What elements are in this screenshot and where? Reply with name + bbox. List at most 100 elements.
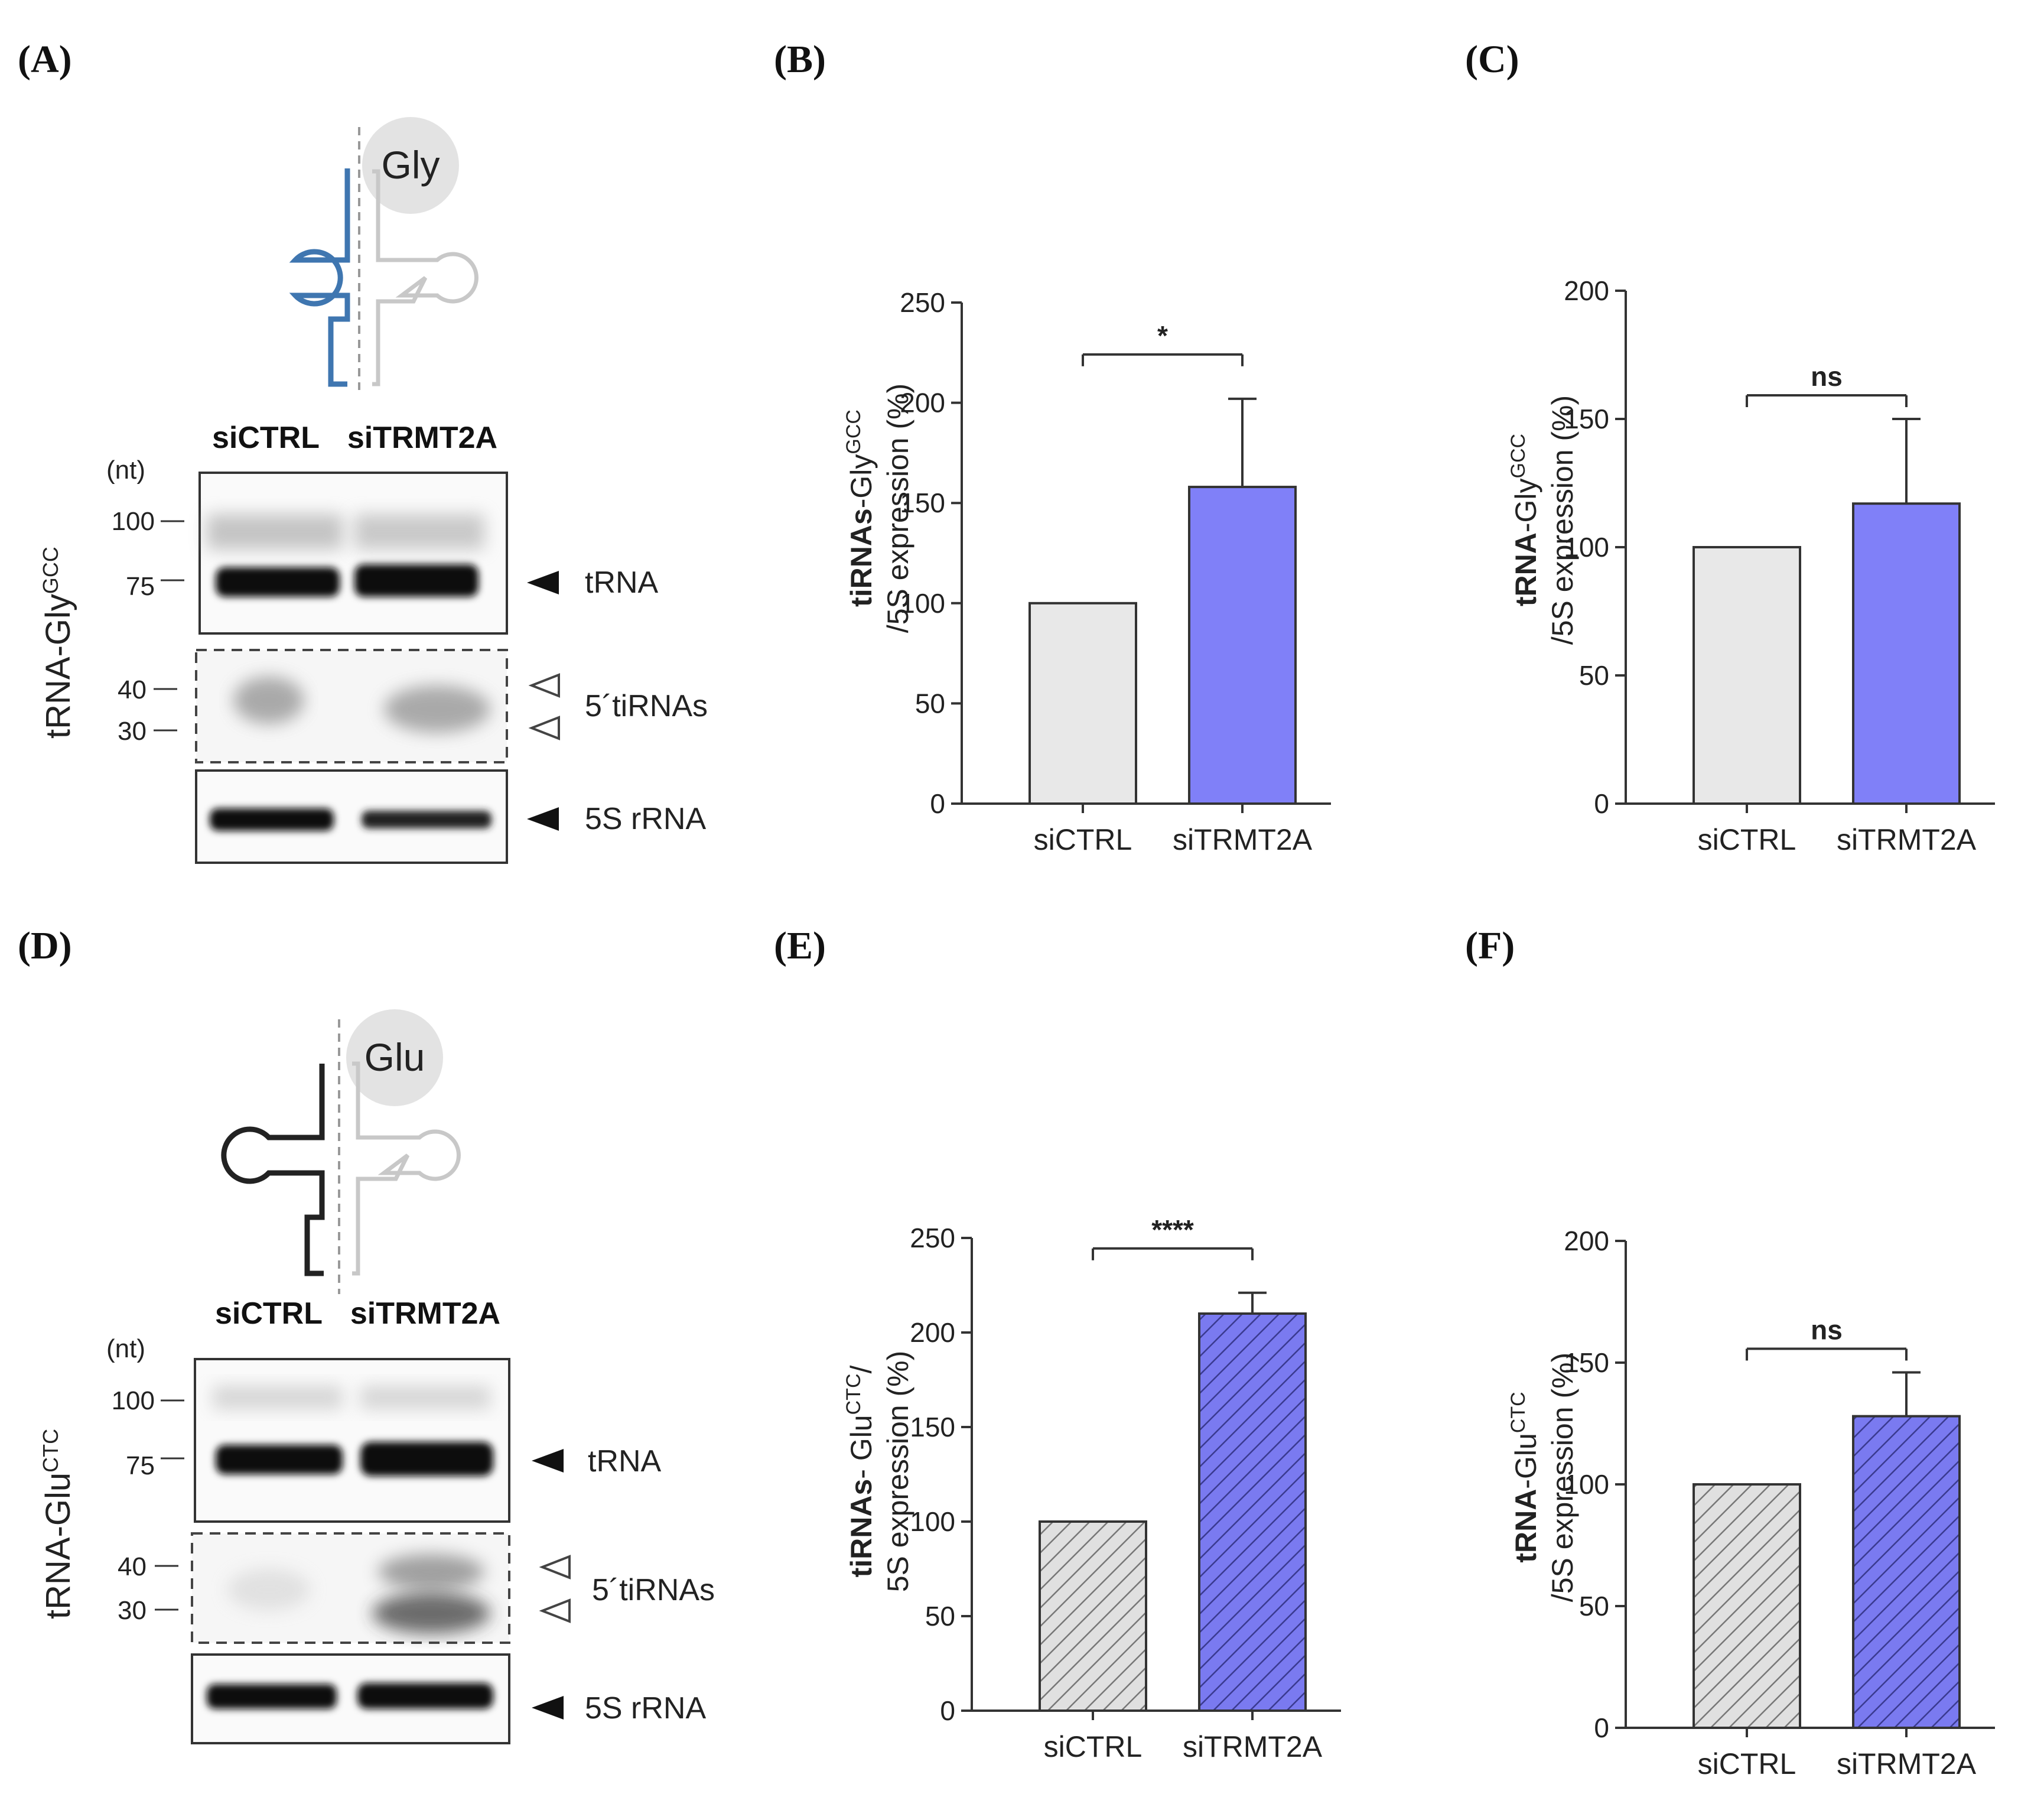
panel-label-a: (A)	[18, 38, 72, 81]
significance-label: ****	[1151, 1214, 1194, 1245]
y-tick-label: 100	[900, 588, 945, 619]
significance-label: ns	[1811, 1314, 1843, 1345]
y-axis-label: tRNA-GluCTC/5S expression (%)	[1507, 1353, 1579, 1602]
y-axis-label-sup: CTC	[842, 1373, 865, 1415]
arrow-tirna-30	[528, 716, 560, 740]
panel-label-d: (D)	[18, 924, 72, 967]
amino-acid-label: Gly	[382, 143, 440, 187]
marker-100: 100	[112, 1386, 155, 1415]
band-label-5s: 5S rRNA	[585, 1691, 706, 1725]
bar-chart-e: 0 50 100 150 200 250 siCTRL siTRMT2A **** tiRNAs-…	[842, 1214, 1341, 1763]
band-label-trna: tRNA	[588, 1444, 662, 1478]
y-axis-label-rest: -Glu	[1509, 1433, 1542, 1488]
x-tick-label: siTRMT2A	[1173, 823, 1313, 856]
y-tick-label: 150	[1564, 404, 1609, 434]
y-tick-label: 150	[900, 488, 945, 518]
five-prime-half-strand	[289, 168, 350, 387]
arrow-5s	[527, 807, 559, 831]
x-tick-label: siCTRL	[1034, 823, 1132, 856]
y-tick-label: 200	[900, 388, 945, 418]
y-tick-label: 0	[930, 788, 945, 819]
nt-unit: (nt)	[106, 1334, 145, 1363]
panel-label-b: (B)	[774, 38, 826, 81]
band-label-tirna: 5´tiRNAs	[592, 1573, 715, 1607]
three-prime-half-strand	[372, 169, 479, 386]
bar-sitrmt2a	[1198, 1312, 1307, 1712]
arrow-trna	[527, 571, 559, 594]
y-tick-label: 200	[1564, 275, 1609, 306]
marker-75: 75	[126, 572, 155, 601]
panel-label-e: (E)	[774, 924, 826, 967]
y-axis-label: tiRNAs-GlyGCC/5S expression (%)	[842, 384, 914, 633]
blot-5s-rrna-gly	[195, 769, 508, 864]
arrow-trna	[532, 1449, 564, 1473]
amino-acid-circle	[362, 117, 459, 214]
y-axis-label-bold: tiRNAs	[845, 508, 878, 607]
blot-side-label: tRNA-GlyGCC	[38, 547, 78, 739]
y-tick-label: 200	[910, 1317, 955, 1348]
x-tick-label: siCTRL	[1698, 1747, 1796, 1780]
amino-acid-label: Glu	[364, 1035, 425, 1079]
y-axis-label-sup: GCC	[1507, 434, 1529, 479]
y-tick-label: 150	[1564, 1347, 1609, 1378]
x-tick-label: siCTRL	[1044, 1730, 1143, 1763]
bar-sitrmt2a	[1852, 502, 1961, 805]
trna-glu-schematic: Glu	[221, 1009, 461, 1294]
y-axis-label-line2: /5S expression (%)	[1546, 395, 1579, 645]
y-tick-label: 150	[910, 1412, 955, 1442]
y-tick-label: 50	[1579, 660, 1609, 691]
y-axis-label-bold: tRNA	[1509, 1489, 1542, 1563]
marker-ticks: 100 75 40 30	[112, 1386, 184, 1625]
y-axis-label-line2: /5S expression (%)	[1546, 1353, 1579, 1602]
lane-label-trmt2a: siTRMT2A	[347, 421, 497, 455]
y-axis-label-line2: 5S expression (%)	[881, 1351, 914, 1592]
trna-gly-schematic: Gly	[289, 117, 479, 390]
lane-label-ctrl: siCTRL	[212, 421, 320, 455]
y-tick-label: 0	[940, 1695, 955, 1726]
arrow-tirna-30	[539, 1598, 571, 1623]
x-tick-label: siCTRL	[1698, 823, 1796, 856]
y-tick-label: 250	[900, 287, 945, 318]
lane-label-trmt2a: siTRMT2A	[350, 1296, 500, 1331]
nt-unit: (nt)	[106, 456, 145, 485]
y-axis-label-rest: - Glu	[845, 1415, 878, 1478]
y-axis-label-line2: /5S expression (%)	[881, 384, 914, 633]
y-tick-label: 250	[910, 1223, 955, 1253]
marker-100: 100	[112, 507, 155, 536]
blot-tirna-gly	[195, 649, 508, 763]
bar-sictrl	[1039, 1520, 1147, 1712]
y-axis-label-rest: -Gly	[845, 454, 878, 509]
lane-label-ctrl: siCTRL	[215, 1296, 323, 1331]
x-tick-label: siTRMT2A	[1837, 823, 1977, 856]
blot-side-label: tRNA-GluCTC	[38, 1429, 78, 1619]
panel-label-c: (C)	[1465, 38, 1519, 81]
panel-label-f: (F)	[1465, 924, 1515, 967]
y-tick-label: 50	[1579, 1591, 1609, 1621]
y-tick-label: 50	[925, 1601, 955, 1632]
blot-tirna-glu	[191, 1532, 510, 1644]
y-axis-label-sup: GCC	[842, 410, 865, 454]
x-tick-label: siTRMT2A	[1837, 1747, 1977, 1780]
bar-sictrl	[1693, 546, 1801, 805]
significance-label: ns	[1811, 361, 1843, 392]
marker-30: 30	[118, 717, 147, 746]
significance-label: *	[1157, 320, 1168, 351]
blot-5s-rrna-glu	[191, 1653, 510, 1744]
marker-40: 40	[118, 1552, 147, 1581]
bar-sictrl	[1693, 1483, 1801, 1729]
three-prime-half-strand	[352, 1061, 461, 1276]
marker-40: 40	[118, 675, 147, 704]
bar-sictrl	[1028, 602, 1137, 805]
y-axis-label: tRNA-GlyGCC/5S expression (%)	[1507, 395, 1579, 645]
y-tick-label: 200	[1564, 1226, 1609, 1256]
y-axis-label-bold: tRNA	[1509, 532, 1542, 606]
bar-sitrmt2a	[1188, 486, 1297, 805]
arrow-tirna-40	[528, 673, 560, 698]
y-tick-label: 100	[1564, 532, 1609, 563]
five-prime-half-strand	[221, 1064, 325, 1276]
bar-sitrmt2a	[1852, 1415, 1961, 1729]
band-label-tirna: 5´tiRNAs	[585, 689, 708, 723]
